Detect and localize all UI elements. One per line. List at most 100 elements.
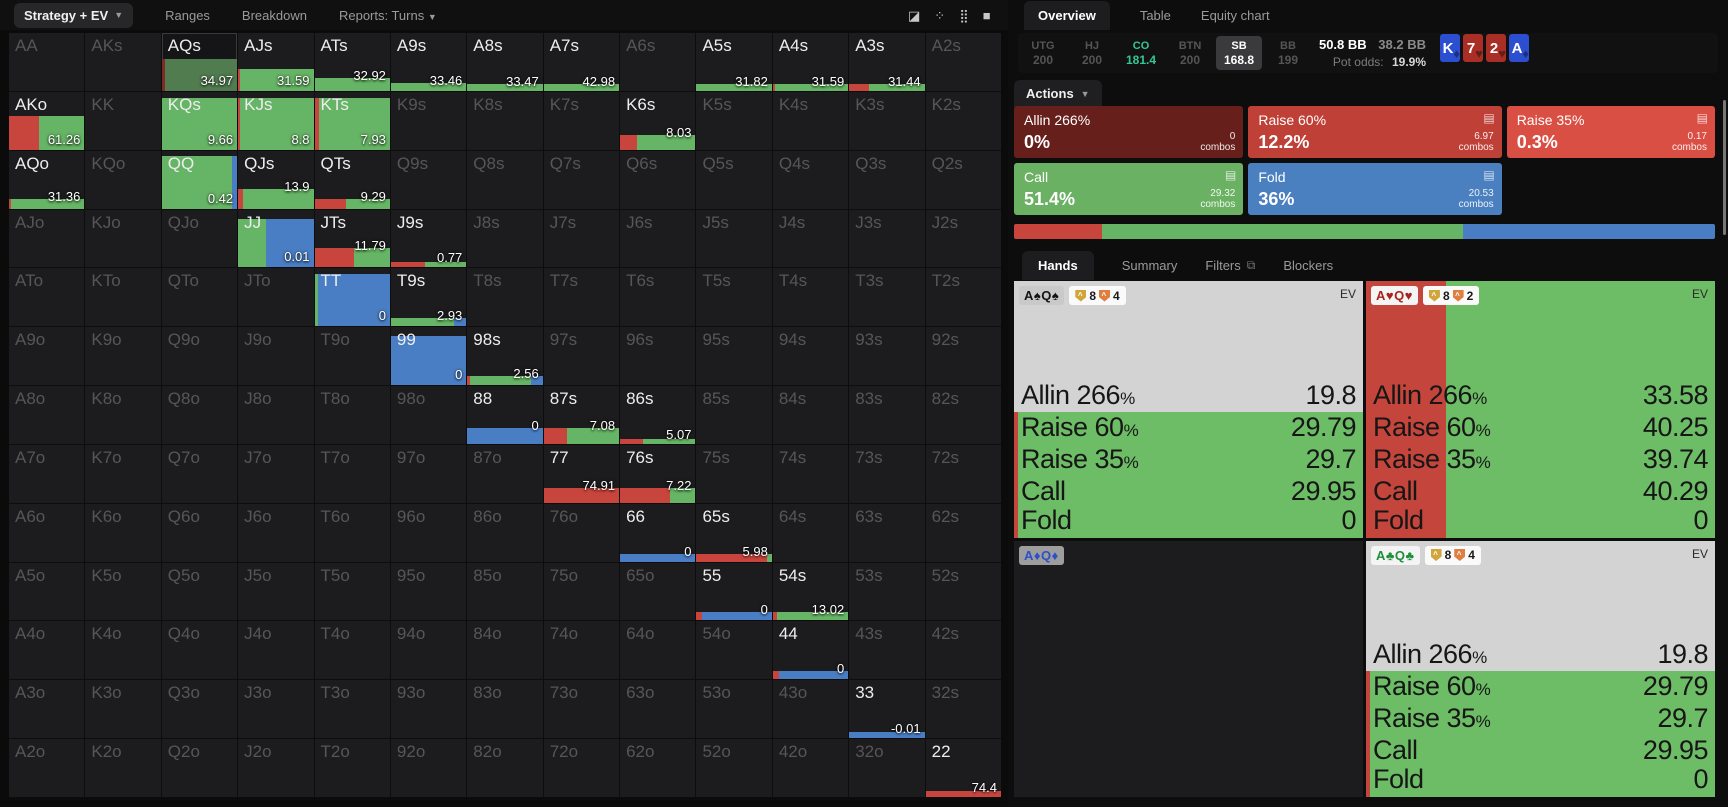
matrix-cell-T2s[interactable]: T2s — [925, 268, 1001, 327]
matrix-cell-94s[interactable]: 94s — [772, 327, 849, 386]
matrix-cell-96s[interactable]: 96s — [620, 327, 696, 386]
matrix-cell-K8o[interactable]: K8o — [85, 386, 161, 444]
matrix-cell-K4s[interactable]: K4s — [772, 91, 849, 150]
matrix-cell-97s[interactable]: 97s — [543, 327, 620, 386]
matrix-cell-T2o[interactable]: T2o — [314, 739, 390, 797]
matrix-cell-KQo[interactable]: KQo — [85, 150, 161, 209]
matrix-cell-T7o[interactable]: T7o — [314, 444, 390, 503]
matrix-cell-98o[interactable]: 98o — [390, 386, 467, 444]
matrix-cell-T8s[interactable]: T8s — [467, 268, 543, 327]
matrix-cell-85o[interactable]: 85o — [467, 562, 543, 621]
matrix-cell-JJ[interactable]: JJ 0.01 — [238, 209, 314, 268]
matrix-cell-A4s[interactable]: A4s 31.59 — [772, 33, 849, 91]
matrix-cell-Q6o[interactable]: Q6o — [161, 503, 238, 562]
matrix-cell-A6s[interactable]: A6s — [620, 33, 696, 91]
matrix-cell-A7o[interactable]: A7o — [9, 444, 85, 503]
matrix-cell-A9o[interactable]: A9o — [9, 327, 85, 386]
matrix-cell-65s[interactable]: 65s 5.98 — [696, 503, 772, 562]
matrix-cell-22[interactable]: 22 74.4 — [925, 739, 1001, 797]
matrix-cell-82s[interactable]: 82s — [925, 386, 1001, 444]
matrix-cell-K7s[interactable]: K7s — [543, 91, 620, 150]
matrix-cell-ATs[interactable]: ATs 32.92 — [314, 33, 390, 91]
tab-table[interactable]: Table — [1139, 7, 1171, 23]
matrix-cell-86s[interactable]: 86s 5.07 — [620, 386, 696, 444]
matrix-cell-A3s[interactable]: A3s 31.44 — [849, 33, 925, 91]
matrix-cell-42o[interactable]: 42o — [772, 739, 849, 797]
matrix-cell-JTo[interactable]: JTo — [238, 268, 314, 327]
matrix-cell-54o[interactable]: 54o — [696, 621, 772, 680]
matrix-cell-A6o[interactable]: A6o — [9, 503, 85, 562]
matrix-cell-T6o[interactable]: T6o — [314, 503, 390, 562]
action-button-raise60[interactable]: Raise 60% ▤ 12.2% 6.97 combos — [1248, 106, 1502, 158]
matrix-cell-87o[interactable]: 87o — [467, 444, 543, 503]
matrix-cell-A2o[interactable]: A2o — [9, 739, 85, 797]
tab-hands[interactable]: Hands — [1022, 250, 1094, 280]
matrix-cell-Q4s[interactable]: Q4s — [772, 150, 849, 209]
matrix-cell-T9o[interactable]: T9o — [314, 327, 390, 386]
matrix-cell-J6o[interactable]: J6o — [238, 503, 314, 562]
matrix-cell-AQo[interactable]: AQo 31.36 — [9, 150, 85, 209]
matrix-cell-Q2o[interactable]: Q2o — [161, 739, 238, 797]
matrix-cell-A9s[interactable]: A9s 33.46 — [390, 33, 467, 91]
matrix-cell-92o[interactable]: 92o — [390, 739, 467, 797]
matrix-cell-KJs[interactable]: KJs 8.8 — [238, 91, 314, 150]
matrix-cell-Q7s[interactable]: Q7s — [543, 150, 620, 209]
position-BB[interactable]: BB 199 — [1265, 36, 1311, 70]
matrix-cell-43s[interactable]: 43s — [849, 621, 925, 680]
matrix-cell-94o[interactable]: 94o — [390, 621, 467, 680]
matrix-cell-32o[interactable]: 32o — [849, 739, 925, 797]
position-UTG[interactable]: UTG 200 — [1020, 36, 1066, 70]
filled-square-icon[interactable]: ■ — [982, 7, 991, 23]
center-handles-icon[interactable]: ⁘ — [934, 7, 946, 23]
matrix-cell-53s[interactable]: 53s — [849, 562, 925, 621]
matrix-cell-K9s[interactable]: K9s — [390, 91, 467, 150]
matrix-cell-AQs[interactable]: AQs 34.97 — [161, 33, 238, 91]
dot-grid-icon[interactable]: ⣿ — [959, 7, 969, 23]
matrix-cell-75o[interactable]: 75o — [543, 562, 620, 621]
matrix-cell-QJo[interactable]: QJo — [161, 209, 238, 268]
matrix-cell-J4s[interactable]: J4s — [772, 209, 849, 268]
matrix-cell-A5s[interactable]: A5s 31.82 — [696, 33, 772, 91]
matrix-cell-J6s[interactable]: J6s — [620, 209, 696, 268]
matrix-cell-32s[interactable]: 32s — [925, 680, 1001, 739]
reports-dropdown[interactable]: Reports: Turns ▼ — [339, 8, 437, 23]
matrix-cell-93o[interactable]: 93o — [390, 680, 467, 739]
matrix-cell-99[interactable]: 99 0 — [390, 327, 467, 386]
matrix-cell-K7o[interactable]: K7o — [85, 444, 161, 503]
matrix-cell-KK[interactable]: KK — [85, 91, 161, 150]
matrix-cell-K2s[interactable]: K2s — [925, 91, 1001, 150]
matrix-cell-A4o[interactable]: A4o — [9, 621, 85, 680]
matrix-cell-75s[interactable]: 75s — [696, 444, 772, 503]
position-CO[interactable]: CO 181.4 — [1118, 36, 1164, 70]
matrix-cell-T4o[interactable]: T4o — [314, 621, 390, 680]
matrix-cell-63o[interactable]: 63o — [620, 680, 696, 739]
matrix-cell-Q3o[interactable]: Q3o — [161, 680, 238, 739]
matrix-cell-44[interactable]: 44 0 — [772, 621, 849, 680]
matrix-cell-T8o[interactable]: T8o — [314, 386, 390, 444]
matrix-cell-55[interactable]: 55 0 — [696, 562, 772, 621]
matrix-cell-K8s[interactable]: K8s — [467, 91, 543, 150]
matrix-cell-K4o[interactable]: K4o — [85, 621, 161, 680]
matrix-cell-J2s[interactable]: J2s — [925, 209, 1001, 268]
matrix-cell-QTo[interactable]: QTo — [161, 268, 238, 327]
matrix-cell-74s[interactable]: 74s — [772, 444, 849, 503]
board-card-A-diamond[interactable]: A ♦ — [1509, 34, 1529, 62]
board-card-7-heart[interactable]: 7 ♥ — [1463, 34, 1483, 62]
matrix-cell-43o[interactable]: 43o — [772, 680, 849, 739]
matrix-cell-K6s[interactable]: K6s 8.03 — [620, 91, 696, 150]
matrix-cell-52o[interactable]: 52o — [696, 739, 772, 797]
matrix-cell-QJs[interactable]: QJs 13.9 — [238, 150, 314, 209]
matrix-cell-72s[interactable]: 72s — [925, 444, 1001, 503]
tab-summary[interactable]: Summary — [1122, 258, 1178, 273]
matrix-cell-T7s[interactable]: T7s — [543, 268, 620, 327]
matrix-cell-73s[interactable]: 73s — [849, 444, 925, 503]
matrix-cell-KJo[interactable]: KJo — [85, 209, 161, 268]
matrix-cell-AKs[interactable]: AKs — [85, 33, 161, 91]
matrix-cell-KTs[interactable]: KTs 7.93 — [314, 91, 390, 150]
matrix-cell-66[interactable]: 66 0 — [620, 503, 696, 562]
matrix-cell-AJo[interactable]: AJo — [9, 209, 85, 268]
matrix-cell-Q3s[interactable]: Q3s — [849, 150, 925, 209]
matrix-cell-A2s[interactable]: A2s — [925, 33, 1001, 91]
matrix-cell-Q5s[interactable]: Q5s — [696, 150, 772, 209]
matrix-cell-J9o[interactable]: J9o — [238, 327, 314, 386]
